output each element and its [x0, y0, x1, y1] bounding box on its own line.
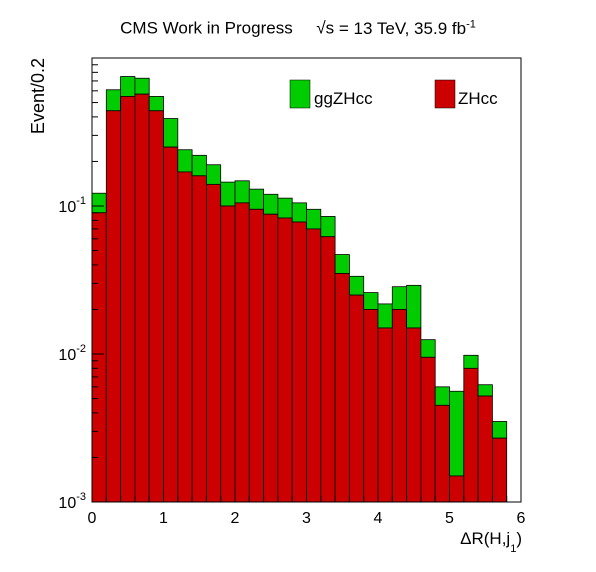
legend-swatch-zhcc: [434, 79, 456, 109]
y-tick-label: 10-3: [58, 491, 86, 512]
y-tick-base: 10: [58, 347, 76, 364]
bar-zhcc-bin-10: [234, 202, 250, 503]
bar-ggzhcc-bin-16: [320, 216, 336, 238]
chart-title: CMS Work in Progress √s = 13 TeV, 35.9 f…: [0, 18, 596, 39]
bar-zhcc-bin-12: [263, 213, 279, 503]
x-tick-label: 6: [517, 510, 526, 527]
bar-ggzhcc-bin-10: [234, 180, 250, 204]
legend: ggZHcc ZHcc: [289, 79, 498, 109]
bar-ggzhcc-bin-4: [148, 96, 164, 112]
bar-zhcc-bin-8: [205, 183, 222, 503]
y-tick-exponent: -3: [76, 491, 86, 503]
bar-ggzhcc-bin-20: [377, 303, 393, 329]
bar-zhcc-bin-1: [105, 110, 122, 503]
x-tick-label: 3: [302, 510, 311, 527]
y-tick-label: 10-2: [58, 343, 86, 364]
title-energy-lumi: = 13 TeV, 35.9 fb-1: [338, 18, 476, 38]
title-energy: = 13 TeV, 35.9 fb: [338, 18, 467, 38]
bar-zhcc-bin-26: [463, 367, 479, 503]
bar-ggzhcc-bin-26: [463, 354, 479, 369]
x-axis-title-subscript: 1: [510, 543, 516, 555]
bar-ggzhcc-bin-12: [263, 193, 279, 215]
bar-ggzhcc-bin-8: [205, 164, 222, 185]
y-axis-title: Event/0.2: [28, 58, 48, 134]
x-axis-title: ΔR(H,j1): [460, 529, 522, 555]
x-tick-label: 2: [231, 510, 240, 527]
bar-zhcc-bin-5: [163, 146, 179, 503]
bars-group: [91, 76, 508, 503]
x-tick-label: 1: [159, 510, 168, 527]
bar-ggzhcc-bin-0: [91, 192, 107, 214]
bar-zhcc-bin-24: [434, 404, 450, 503]
bar-ggzhcc-bin-9: [220, 181, 236, 207]
title-experiment: CMS Work in Progress: [120, 18, 293, 38]
bar-zhcc-bin-3: [134, 93, 150, 503]
title-sqrt-s: √s: [316, 18, 335, 38]
y-tick-exponent: -1: [76, 195, 86, 207]
bar-ggzhcc-bin-3: [134, 77, 150, 95]
bar-zhcc-bin-18: [348, 294, 365, 503]
bar-ggzhcc-bin-15: [306, 208, 322, 230]
bar-zhcc-bin-4: [148, 110, 164, 503]
x-tick-label: 5: [445, 510, 454, 527]
bar-ggzhcc-bin-13: [277, 197, 293, 219]
bar-zhcc-bin-11: [248, 208, 265, 503]
bar-ggzhcc-bin-18: [348, 275, 365, 296]
bar-zhcc-bin-6: [177, 171, 193, 503]
x-tick-label: 4: [374, 510, 383, 527]
y-tick-label: 10-1: [58, 195, 86, 216]
bar-ggzhcc-bin-7: [191, 154, 207, 177]
bar-zhcc-bin-0: [91, 212, 107, 503]
bar-zhcc-bin-9: [220, 205, 236, 503]
x-axis-title-close: ): [516, 529, 522, 548]
bar-ggzhcc-bin-25: [449, 390, 465, 477]
legend-label-zhcc: ZHcc: [458, 89, 498, 108]
bar-ggzhcc-bin-1: [105, 89, 122, 112]
bar-ggzhcc-bin-19: [363, 292, 379, 310]
axis-ticks: [91, 57, 522, 503]
bar-zhcc-bin-13: [277, 217, 293, 503]
bar-ggzhcc-bin-28: [491, 421, 508, 439]
bar-zhcc-bin-2: [120, 96, 136, 503]
legend-swatch-ggzhcc: [289, 79, 311, 109]
bar-ggzhcc-bin-23: [420, 339, 436, 358]
bar-zhcc-bin-28: [491, 437, 508, 503]
bar-zhcc-bin-15: [306, 228, 322, 503]
bar-ggzhcc-bin-27: [477, 384, 493, 397]
bar-ggzhcc-bin-14: [291, 202, 307, 223]
bar-ggzhcc-bin-22: [406, 284, 422, 329]
y-tick-base: 10: [58, 199, 76, 216]
bar-zhcc-bin-27: [477, 395, 493, 503]
x-axis-title-main: ΔR(H,j: [460, 529, 510, 548]
title-lumi-exponent: -1: [466, 18, 476, 30]
bar-zhcc-bin-23: [420, 356, 436, 503]
bar-zhcc-bin-16: [320, 236, 336, 503]
y-tick-exponent: -2: [76, 343, 86, 355]
y-tick-base: 10: [58, 495, 76, 512]
bar-ggzhcc-bin-6: [177, 149, 193, 173]
bar-zhcc-bin-21: [391, 309, 407, 503]
bar-ggzhcc-bin-2: [120, 76, 136, 97]
bar-zhcc-bin-19: [363, 309, 379, 503]
bar-zhcc-bin-20: [377, 327, 393, 503]
bar-ggzhcc-bin-5: [163, 118, 179, 148]
bar-zhcc-bin-7: [191, 175, 207, 503]
legend-label-ggzhcc: ggZHcc: [314, 89, 373, 108]
bar-ggzhcc-bin-24: [434, 386, 450, 406]
x-tick-label: 0: [88, 510, 97, 527]
bar-zhcc-bin-17: [334, 273, 350, 503]
bar-ggzhcc-bin-11: [248, 188, 265, 210]
bar-zhcc-bin-14: [291, 221, 307, 503]
bar-zhcc-bin-25: [449, 475, 465, 503]
bar-zhcc-bin-22: [406, 327, 422, 503]
bar-ggzhcc-bin-17: [334, 254, 350, 274]
bar-ggzhcc-bin-21: [391, 286, 407, 310]
